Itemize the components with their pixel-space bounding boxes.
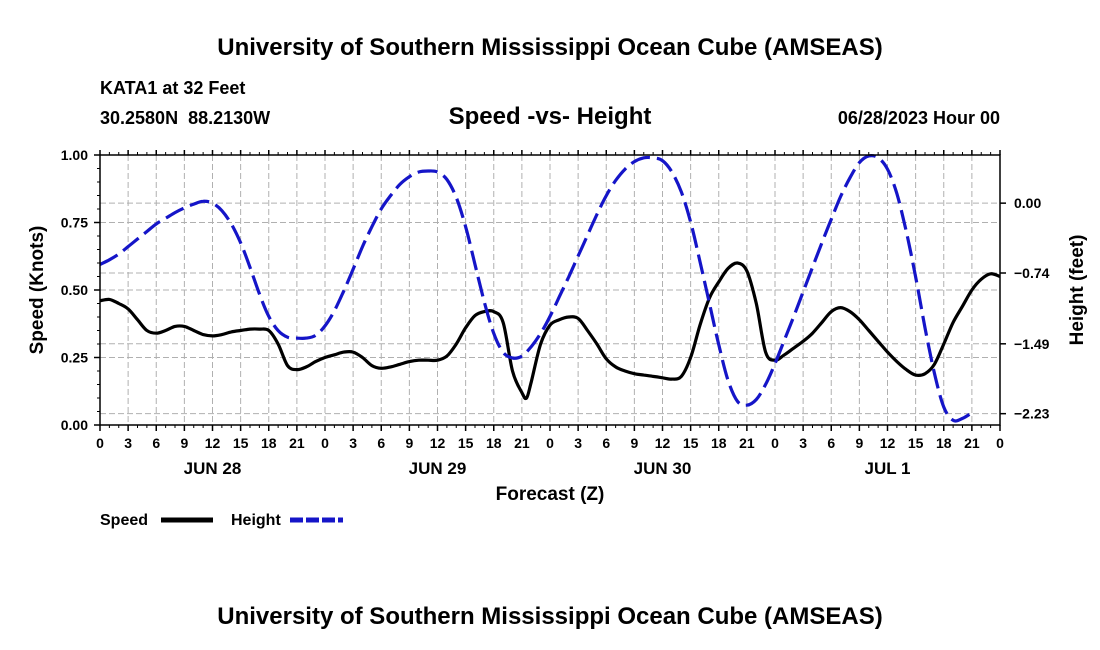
x-tick-label: 15 — [908, 435, 924, 451]
series-layer — [99, 153, 1001, 423]
x-tick-label: 3 — [124, 435, 132, 451]
x-tick-label: 0 — [321, 435, 329, 451]
x-tick-label: 21 — [964, 435, 980, 451]
x-tick-label: 12 — [205, 435, 221, 451]
x-tick-label: 12 — [655, 435, 671, 451]
x-tick-label: 9 — [180, 435, 188, 451]
legend: Speed Height — [100, 512, 343, 529]
axes: 0 3 6 9 12 15 18 21 0 3 6 9 12 15 18 21 0 3 6 9 12 15 18 21 0 3 6 9… — [61, 147, 1050, 478]
x-tick-label: 21 — [739, 435, 755, 451]
x-tick-label: 0 — [96, 435, 104, 451]
chart-title: University of Southern Mississippi Ocean… — [217, 34, 882, 61]
y-tick-label: 0.00 — [61, 417, 88, 433]
x-date-label: JUN 30 — [634, 459, 692, 478]
x-tick-label: 6 — [377, 435, 385, 451]
x-tick-label: 12 — [430, 435, 446, 451]
x-tick-label: 9 — [405, 435, 413, 451]
y-tick-label: 0.75 — [61, 215, 88, 231]
speed-series-line — [99, 261, 1001, 401]
station-label: KATA1 at 32 Feet — [100, 78, 245, 98]
x-tick-label: 21 — [289, 435, 305, 451]
x-date-label: JUL 1 — [865, 459, 911, 478]
x-tick-label: 3 — [799, 435, 807, 451]
x-tick-label: 9 — [630, 435, 638, 451]
x-tick-label: 18 — [711, 435, 727, 451]
y2-tick-label: −0.74 — [1014, 265, 1050, 281]
x-tick-label: 0 — [996, 435, 1004, 451]
x-tick-label: 18 — [936, 435, 952, 451]
x-tick-label: 21 — [514, 435, 530, 451]
forecast-date: 06/28/2023 Hour 00 — [838, 108, 1000, 128]
coordinates-label: 30.2580N 88.2130W — [100, 108, 270, 128]
x-tick-label: 6 — [152, 435, 160, 451]
x-tick-label: 15 — [233, 435, 249, 451]
y-tick-label: 1.00 — [61, 147, 88, 163]
x-tick-label: 9 — [855, 435, 863, 451]
x-tick-label: 15 — [683, 435, 699, 451]
x-date-label: JUN 29 — [409, 459, 467, 478]
x-axis-label: Forecast (Z) — [496, 484, 605, 505]
x-tick-label: 12 — [880, 435, 896, 451]
legend-height-label: Height — [231, 512, 281, 529]
x-tick-label: 0 — [546, 435, 554, 451]
chart-subtitle: Speed -vs- Height — [449, 103, 652, 130]
x-tick-label: 15 — [458, 435, 474, 451]
y2-tick-label: −1.49 — [1014, 336, 1050, 352]
x-tick-label: 0 — [771, 435, 779, 451]
legend-speed-label: Speed — [100, 512, 148, 529]
y-axis-label: Speed (Knots) — [27, 226, 48, 355]
y-tick-label: 0.50 — [61, 282, 88, 298]
grid — [100, 155, 1000, 425]
x-tick-label: 3 — [349, 435, 357, 451]
y2-tick-label: −2.23 — [1014, 406, 1050, 422]
y2-axis-label: Height (feet) — [1067, 235, 1088, 346]
footer-title: University of Southern Mississippi Ocean… — [217, 603, 882, 630]
x-tick-label: 18 — [486, 435, 502, 451]
y-tick-label: 0.25 — [61, 350, 88, 366]
x-tick-label: 18 — [261, 435, 277, 451]
height-series-line — [99, 153, 973, 423]
x-date-label: JUN 28 — [184, 459, 242, 478]
x-tick-label: 6 — [602, 435, 610, 451]
x-tick-label: 3 — [574, 435, 582, 451]
y2-tick-label: 0.00 — [1014, 195, 1041, 211]
x-tick-label: 6 — [827, 435, 835, 451]
